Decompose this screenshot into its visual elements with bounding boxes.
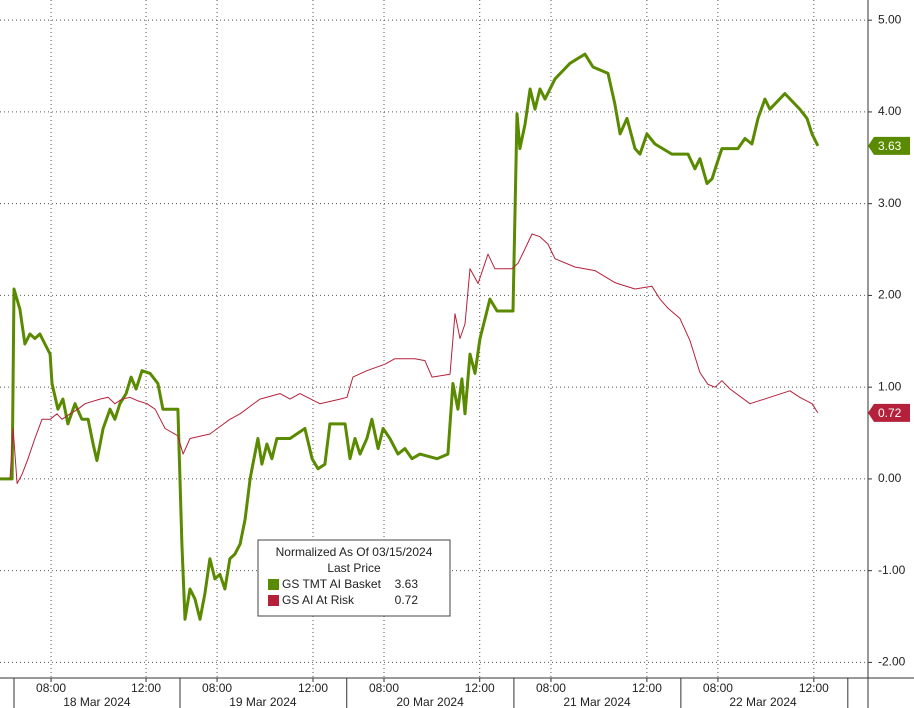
x-tick-label: 12:00 bbox=[131, 681, 161, 695]
date-label: 18 Mar 2024 bbox=[63, 695, 131, 708]
last-price-flag bbox=[868, 403, 910, 422]
last-price-flag bbox=[868, 136, 910, 155]
legend-title: Normalized As Of 03/15/2024 bbox=[276, 545, 433, 559]
date-label: 19 Mar 2024 bbox=[229, 695, 297, 708]
y-tick-label: 0.00 bbox=[878, 471, 902, 485]
legend-value: 0.72 bbox=[395, 593, 419, 607]
y-tick-label: 5.00 bbox=[878, 12, 902, 26]
last-price-label: 0.72 bbox=[878, 406, 902, 420]
date-label: 20 Mar 2024 bbox=[396, 695, 464, 708]
date-label: 21 Mar 2024 bbox=[563, 695, 631, 708]
series-line bbox=[0, 52, 820, 621]
x-tick-label: 08:00 bbox=[36, 681, 66, 695]
x-tick-label: 12:00 bbox=[632, 681, 662, 695]
legend-swatch bbox=[268, 579, 279, 590]
legend-label: GS AI At Risk bbox=[282, 593, 355, 607]
x-tick-label: 08:00 bbox=[536, 681, 566, 695]
x-tick-label: 08:00 bbox=[369, 681, 399, 695]
legend-label: GS TMT AI Basket bbox=[282, 577, 382, 591]
legend-value: 3.63 bbox=[395, 577, 419, 591]
legend-subtitle: Last Price bbox=[327, 561, 381, 575]
legend-box bbox=[257, 539, 451, 617]
y-tick-label: -1.00 bbox=[878, 563, 906, 577]
x-tick-label: 08:00 bbox=[703, 681, 733, 695]
x-tick-label: 12:00 bbox=[799, 681, 829, 695]
y-tick-label: 1.00 bbox=[878, 379, 902, 393]
y-tick-label: 2.00 bbox=[878, 288, 902, 302]
y-tick-label: 3.00 bbox=[878, 196, 902, 210]
legend-swatch bbox=[268, 595, 279, 606]
last-price-label: 3.63 bbox=[878, 139, 902, 153]
x-tick-label: 12:00 bbox=[298, 681, 328, 695]
y-tick-label: -2.00 bbox=[878, 655, 906, 669]
x-tick-label: 12:00 bbox=[465, 681, 495, 695]
y-tick-label: 4.00 bbox=[878, 104, 902, 118]
date-label: 22 Mar 2024 bbox=[729, 695, 797, 708]
x-tick-label: 08:00 bbox=[202, 681, 232, 695]
series-line bbox=[9, 233, 819, 484]
